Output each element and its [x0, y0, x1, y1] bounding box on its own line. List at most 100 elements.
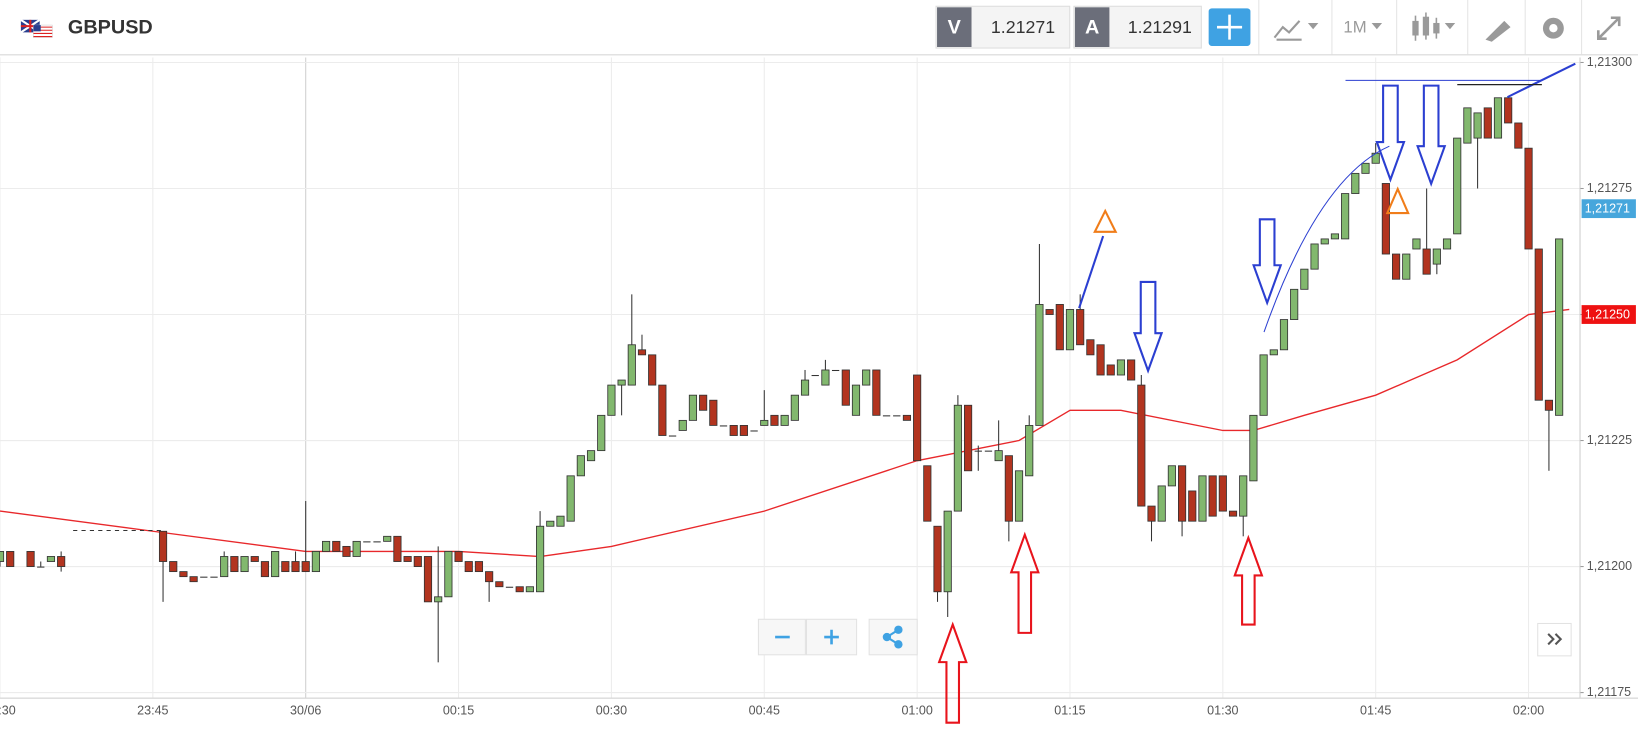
share-button[interactable] — [868, 618, 918, 656]
candle-body — [1402, 253, 1411, 280]
chart-type-button[interactable] — [1412, 12, 1456, 41]
candle-body — [923, 465, 932, 522]
candle-body — [688, 394, 698, 421]
candle-body — [342, 545, 351, 557]
candle-body — [1310, 243, 1319, 270]
candle-body — [964, 404, 973, 472]
candle-body — [862, 369, 871, 386]
candle-body — [1218, 475, 1227, 512]
candle-body — [566, 475, 575, 522]
fullscreen-button[interactable] — [1596, 16, 1621, 40]
candle-body — [1544, 399, 1554, 411]
plot-area: 23:30 23:45 30/06 00:15 00:30 00:45 01:00 01:15… — [0, 55, 1638, 724]
candle-body — [750, 430, 758, 432]
y-tick-label: 1,21300 — [1587, 55, 1632, 69]
candle-body — [699, 394, 708, 411]
ask-price: 1.21291 — [1128, 17, 1192, 37]
trend-line — [1078, 235, 1105, 309]
candle-body — [1157, 485, 1166, 522]
candle-body — [1534, 248, 1543, 401]
settings-button[interactable] — [1542, 17, 1564, 39]
candle-body — [1392, 253, 1401, 280]
draw-button[interactable] — [1485, 20, 1511, 42]
candle-body — [841, 369, 850, 406]
zoom-in-button[interactable] — [805, 618, 858, 656]
red-up-arrow — [937, 621, 968, 724]
scroll-end-button[interactable] — [1537, 622, 1572, 657]
candle-body — [403, 556, 412, 562]
candle-body — [586, 450, 596, 462]
candle-body — [200, 576, 208, 578]
bid-label: V — [948, 16, 962, 38]
candle-body — [1483, 107, 1492, 139]
candle-body — [0, 551, 5, 562]
timeframe[interactable]: 1M — [1343, 18, 1366, 37]
y-tick-label: 1,21200 — [1587, 559, 1632, 573]
candle-body — [546, 520, 555, 527]
x-tick-label: 00:15 — [443, 704, 474, 718]
candle-body — [668, 435, 677, 437]
candle-body — [525, 586, 534, 593]
candle-body — [1004, 455, 1013, 522]
candle-body — [240, 556, 249, 573]
candle-body — [658, 384, 667, 436]
candle-body — [821, 369, 830, 386]
candle-body — [393, 535, 402, 562]
candle-body — [189, 576, 198, 583]
candle-body — [1045, 309, 1054, 315]
candle-body — [770, 414, 779, 426]
candle-body — [1320, 238, 1329, 245]
candle-body — [943, 510, 952, 593]
candle-body — [291, 561, 300, 573]
candle-body — [607, 384, 616, 416]
candle-body — [1300, 268, 1309, 290]
candle-body — [271, 551, 280, 578]
candle-body — [46, 556, 56, 562]
price-tag — [1581, 199, 1636, 219]
price-tag — [1581, 305, 1636, 324]
blue-down-arrow — [1132, 280, 1164, 374]
candle-body — [322, 540, 331, 552]
candle-body — [872, 369, 881, 416]
candle-body — [760, 419, 769, 426]
ask-label: A — [1085, 16, 1099, 38]
candle-body — [179, 571, 188, 578]
candle-body — [1279, 319, 1289, 351]
crosshair-button[interactable] — [1208, 8, 1251, 46]
price-tag-label: 1,21271 — [1585, 201, 1630, 215]
candle-body — [729, 425, 738, 436]
x-tick-label: 00:30 — [596, 704, 627, 718]
candle-body — [719, 425, 728, 427]
separators — [1258, 0, 1583, 55]
indicator-button[interactable] — [1273, 20, 1319, 41]
candle-body — [933, 525, 942, 593]
scroll-end-icon — [1547, 633, 1563, 646]
candle-body — [1381, 183, 1390, 255]
candle-body — [1463, 107, 1472, 144]
candle-body — [536, 525, 545, 593]
candle-body — [1259, 354, 1268, 416]
candle-body — [1351, 172, 1360, 194]
candle-body — [1453, 137, 1462, 235]
symbol: GBPUSD — [68, 16, 153, 38]
candle-body — [260, 561, 270, 578]
candle-body — [250, 556, 259, 562]
bid-price: 1.21271 — [991, 17, 1055, 37]
candle-body — [57, 556, 66, 567]
candle-body — [1432, 248, 1441, 265]
orange-triangle — [1385, 186, 1410, 215]
candle-body — [169, 561, 178, 573]
candle-body — [464, 561, 473, 573]
annotations — [73, 62, 1576, 724]
candle-body — [709, 399, 718, 426]
candle-body — [1249, 414, 1258, 482]
candle-body — [597, 414, 606, 452]
candle-body — [352, 540, 361, 557]
candle-body — [474, 561, 484, 573]
share-icon — [882, 625, 903, 649]
candle-body — [739, 425, 748, 436]
candle-body — [811, 375, 819, 377]
candle-body — [1178, 465, 1187, 522]
